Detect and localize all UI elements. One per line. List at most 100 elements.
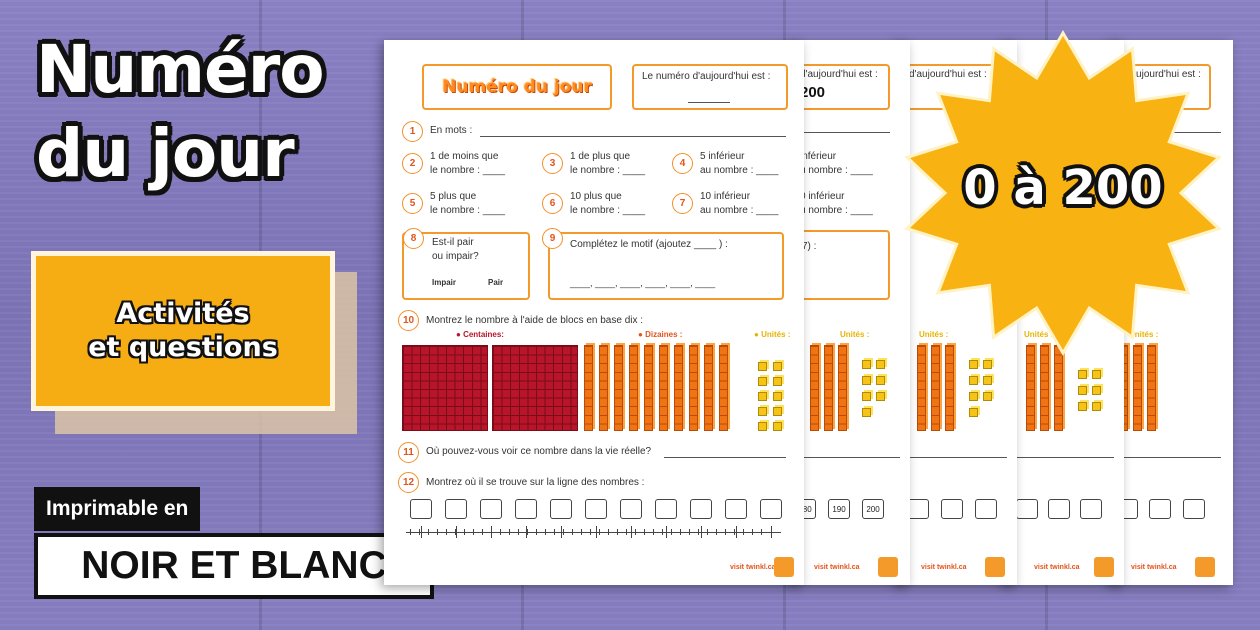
answer-line [897,457,1007,458]
unit-cube [969,376,978,385]
answer-line [1004,457,1114,458]
worksheet-title: Numéro du jour [442,77,592,97]
units-legend: Unités : [919,330,949,339]
q7-line1: 0 inférieur [800,191,845,202]
number-line-box [975,499,997,519]
tens-rod [945,345,954,431]
q8-line2: ou impair? [432,251,479,262]
q5-line2: le nombre : ____ [430,205,506,216]
tens-rod [1147,345,1156,431]
tens-rod [629,345,638,431]
number-line-box [725,499,747,519]
tens-rod [931,345,940,431]
activities-line1: Activités [116,298,250,329]
tens-rod [644,345,653,431]
number-line-box [1016,499,1038,519]
print-label: Imprimable en [34,487,201,531]
unit-cube [983,392,992,401]
number-line-box [655,499,677,519]
number-line-box-200: 200 [862,499,884,519]
tens-rod [1040,345,1049,431]
unit-cube [1092,370,1101,379]
number-line-box [690,499,712,519]
q11-number: 11 [398,442,419,463]
q2-line2: le nombre : ____ [430,165,506,176]
hundred-block [492,345,578,431]
twinkl-logo [774,557,794,577]
twinkl-logo [1094,557,1114,577]
unit-cube [758,377,767,386]
q9-tail: 7) : [802,241,817,252]
units-legend-label: Unités : [761,330,791,339]
q11-answer-line [664,457,786,458]
q10-text: Montrez le nombre à l'aide de blocs en b… [426,315,644,326]
unit-cube [773,392,782,401]
q1-number: 1 [402,121,423,142]
q4-line2: au nombre : ____ [700,165,779,176]
unit-cube [773,422,782,431]
number-line-box [1080,499,1102,519]
tens-legend-label: Dizaines : [645,330,683,339]
q6-line1: 10 plus que [570,191,622,202]
number-line-box [585,499,607,519]
number-line-box [760,499,782,519]
unit-cube [969,392,978,401]
unit-cube [969,360,978,369]
q3-line1: 1 de plus que [570,151,631,162]
today-label: Le numéro d'aujourd'hui est : [642,71,771,82]
star-badge [904,30,1222,356]
number-line-box [620,499,642,519]
answer-line [790,457,900,458]
activities-card: Activités et questions [31,251,335,411]
number-line-box [445,499,467,519]
units-legend: Unités : [840,330,870,339]
range-badge-text: 0 à 200 [963,160,1163,216]
unit-cube [862,360,871,369]
q6-line2: le nombre : ____ [570,205,646,216]
unit-cube [983,376,992,385]
units-legend: ● Unités : [754,330,791,339]
hero-title-line1: Numéro [36,31,325,108]
q4-line1: inférieur [800,151,837,162]
q9-box [548,232,784,300]
worksheet-back-2: d'aujourd'hui est : 200 inférieur u nomb… [790,40,910,585]
units-legend: Unités : [1024,330,1054,339]
unit-cube [773,377,782,386]
worksheet-title-box: Numéro du jour [422,64,612,110]
worksheet-main: Numéro du jour Le numéro d'aujourd'hui e… [384,40,804,585]
q9-number: 9 [542,228,563,249]
footer-url: visit twinkl.ca [921,564,967,571]
tens-rod [824,345,833,431]
q2-line1: 1 de moins que [430,151,499,162]
unit-cube [876,376,885,385]
number-line-box [1183,499,1205,519]
q7-line2: au nombre : ____ [700,205,779,216]
tens-rod [1026,345,1035,431]
q5-number: 5 [402,193,423,214]
q9-text: Complétez le motif (ajoutez ____ ) : [570,239,728,250]
q4-line1: 5 inférieur [700,151,745,162]
q11-text: Où pouvez-vous voir ce nombre dans la vi… [426,446,652,457]
q5-line1: 5 plus que [430,191,477,202]
footer-url: visit twinkl.ca [814,564,860,571]
unit-cube [1092,402,1101,411]
today-box [632,64,788,110]
q2-number: 2 [402,153,423,174]
number-line-box [907,499,929,519]
units-legend: Unités : [1129,330,1159,339]
unit-cube [1078,386,1087,395]
q10-number: 10 [398,310,419,331]
q8-even: Pair [488,278,504,287]
number-line-axis [406,532,781,533]
q1-answer-line [480,136,786,137]
tens-rod [704,345,713,431]
unit-cube [983,360,992,369]
q8-number: 8 [403,228,424,249]
answer-line [1111,457,1221,458]
today-box [790,64,890,110]
unit-cube [1078,402,1087,411]
number-line-box [1048,499,1070,519]
q7-line1: 10 inférieur [700,191,751,202]
twinkl-logo [985,557,1005,577]
q4-number: 4 [672,153,693,174]
